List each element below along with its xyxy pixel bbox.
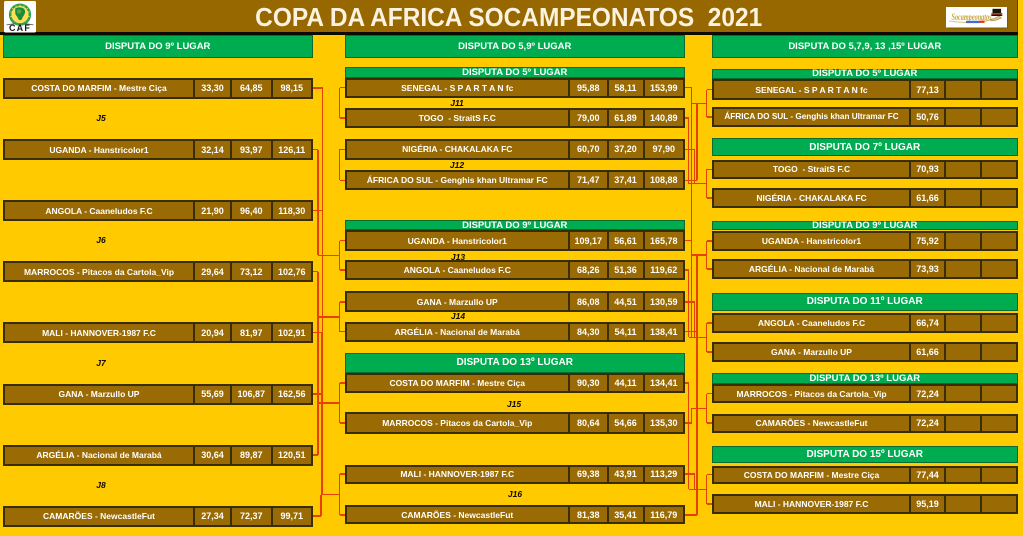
svg-text:CAF: CAF: [9, 23, 31, 33]
svg-text:Socampeonatos: Socampeonatos: [952, 12, 992, 22]
